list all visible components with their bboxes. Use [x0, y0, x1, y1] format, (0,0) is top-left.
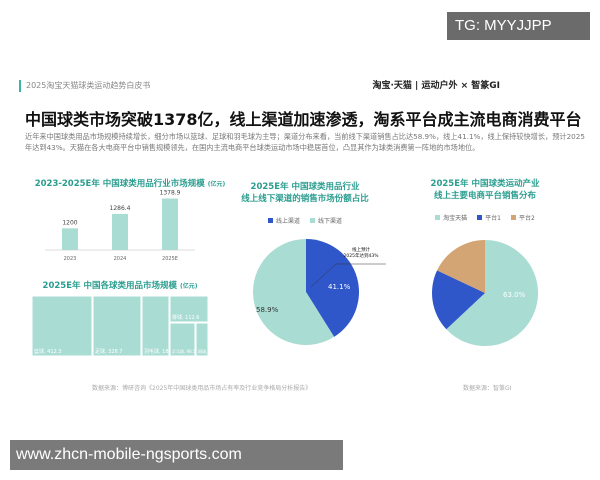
- treemap-label: 篮球, 412.3: [34, 348, 62, 355]
- pie2-chart: 63.0%: [432, 240, 538, 346]
- url-overlay: www.zhcn-mobile-ngsports.com: [10, 440, 343, 470]
- pie2-title: 2025E年 中国球类运动产业 线上主要电商平台销售分布: [430, 179, 540, 201]
- pie-slice-platform2: [437, 240, 485, 293]
- legend-platform2: 平台2: [511, 213, 535, 222]
- source-left: 数据来源：博研咨询《2025年中国球类用品市场占有率及行业竞争格局分析报告》: [92, 385, 312, 392]
- annotation-text: 线上预计: [352, 246, 370, 253]
- page-title: 中国球类市场突破1378亿，线上渠道加速渗透，淘系平台成主流电商消费平台: [25, 110, 582, 129]
- annotation-text: 2025年达到43%: [344, 252, 380, 259]
- treemap-cell-4: [169, 322, 196, 356]
- treemap-cell-0: [32, 296, 93, 356]
- treemap-label: 乒乓球, 98.5: [172, 348, 196, 354]
- pie-slice-taobao: [446, 240, 538, 346]
- treemap-chart: 篮球, 412.3 足球, 328.7 羽毛球, 189.4 排球, 112.6 乒乓球…: [32, 296, 208, 356]
- pie1-title: 2025E年 中国球类用品行业 线上线下渠道的销售市场份额占比: [241, 182, 369, 204]
- bar-2023: [62, 228, 78, 250]
- legend-taobao: 淘宝天猫: [435, 213, 467, 222]
- pie-label-online: 41.1%: [328, 283, 351, 291]
- brand-logos: 淘宝·天猫 | 运动户外 × 智篆GI: [372, 81, 500, 91]
- x-tick-label: 2024: [114, 256, 127, 262]
- pie-label-offline: 58.9%: [256, 306, 279, 314]
- watermark: TG: MYYJJPP: [447, 12, 590, 40]
- treemap-cell-3: [169, 296, 208, 323]
- description: 近年来中国球类用品市场规模持续增长，细分市场以篮球、足球和羽毛球为主导；渠道分布…: [25, 132, 585, 152]
- bar-label: 1378.9: [160, 190, 181, 197]
- bar-label: 1200: [62, 219, 77, 226]
- pie1-legend: 线上渠道 线下渠道: [225, 216, 385, 225]
- legend-platform1: 平台1: [477, 213, 501, 222]
- treemap-title: 2025E年 中国各球类用品市场规模 (亿元): [42, 281, 198, 291]
- bar-chart-title: 2023-2025E年 中国球类用品行业市场规模 (亿元): [34, 179, 226, 189]
- bar-chart: 1200 2023 1286.4 2024 1378.9 2025E: [45, 190, 195, 262]
- x-tick-label: 2023: [64, 256, 77, 262]
- treemap-cell-5: [195, 322, 208, 356]
- annotation-line: [310, 263, 337, 288]
- pie-label-taobao: 63.0%: [503, 291, 526, 299]
- report-name: 2025淘宝天猫球类运动趋势白皮书: [26, 81, 151, 90]
- pie-slice-online: [306, 239, 359, 337]
- pie-slice-offline: [253, 239, 335, 345]
- treemap-label: 足球, 328.7: [95, 348, 123, 355]
- source-right: 数据来源：智篆GI: [463, 385, 512, 392]
- treemap-cell-2: [141, 296, 170, 356]
- header-accent-bar: [19, 80, 21, 92]
- treemap-label: 网球, 44.9: [198, 348, 208, 354]
- pie-slice-platform1: [432, 270, 485, 330]
- bar-2024: [112, 213, 128, 250]
- treemap-cell-1: [92, 296, 142, 356]
- legend-offline: 线下渠道: [310, 216, 342, 225]
- bar-label: 1286.4: [110, 205, 131, 212]
- x-tick-label: 2025E: [162, 256, 178, 262]
- legend-online: 线上渠道: [267, 216, 300, 225]
- bar-2025E: [162, 198, 178, 250]
- pie2-legend: 淘宝天猫 平台1 平台2: [420, 213, 550, 222]
- treemap-label: 羽毛球, 189.4: [144, 348, 177, 355]
- treemap-label: 排球, 112.6: [172, 314, 200, 321]
